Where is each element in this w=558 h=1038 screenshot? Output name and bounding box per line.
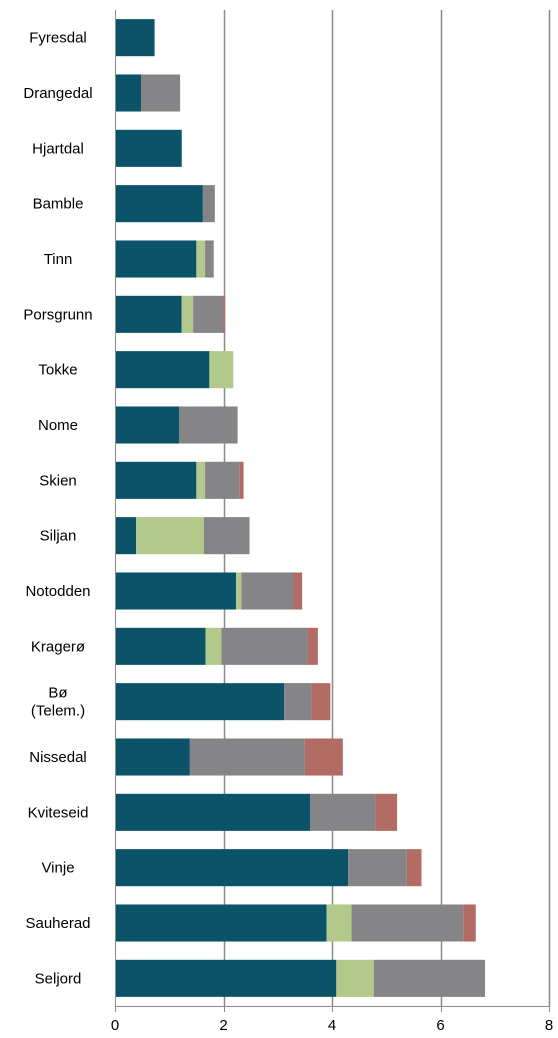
category-label-line: Nissedal <box>29 749 87 766</box>
bar-segment <box>196 461 206 499</box>
bar-segment <box>115 738 190 776</box>
bar-segment <box>115 461 197 499</box>
bar-segment <box>310 793 376 831</box>
category-label: Vinje <box>41 860 74 877</box>
category-label-line: Porsgrunn <box>23 306 92 323</box>
bar-segment <box>311 683 331 721</box>
category-label-line: Bø <box>48 685 67 702</box>
bar-segment <box>406 849 422 887</box>
bar-segment <box>223 295 226 333</box>
bar-segment <box>304 738 343 776</box>
category-label: Notodden <box>25 583 90 600</box>
bar-segment <box>115 129 182 167</box>
category-label: Siljan <box>40 528 77 545</box>
bar-segment <box>115 240 197 278</box>
bar-segment <box>115 295 182 333</box>
x-axis: 0 2 4 6 8 <box>111 10 553 1034</box>
x-tick-label: 0 <box>111 1017 119 1034</box>
bar-segment <box>115 74 142 112</box>
bar-segment <box>284 683 312 721</box>
bars <box>115 19 485 997</box>
category-label: Tinn <box>44 251 73 268</box>
category-label: Nome <box>38 417 78 434</box>
bar-segment <box>205 627 222 665</box>
bar-segment <box>181 295 194 333</box>
category-label-line: Skien <box>39 472 77 489</box>
category-labels: Fyresdal Drangedal Hjartdal Bamble Tinn Porsg… <box>23 30 92 988</box>
x-tick-label: 4 <box>328 1017 336 1034</box>
category-label-line: Kviteseid <box>28 804 89 821</box>
category-label: Seljord <box>35 970 82 987</box>
category-label-line: Bamble <box>33 196 84 213</box>
x-tick-label: 6 <box>436 1017 444 1034</box>
bar-segment <box>375 793 398 831</box>
bar-segment <box>221 627 308 665</box>
bar-segment <box>189 738 305 776</box>
bar-segment <box>205 461 240 499</box>
category-label-line: Tokke <box>38 362 77 379</box>
bar-segment <box>203 517 250 555</box>
bar-segment <box>115 19 155 57</box>
bar-segment <box>115 185 203 223</box>
bar-segment <box>307 627 318 665</box>
category-label: Drangedal <box>23 85 92 102</box>
x-tick-label: 8 <box>545 1017 553 1034</box>
category-label-line: Drangedal <box>23 85 92 102</box>
bar-segment <box>241 572 294 610</box>
bar-segment <box>239 461 244 499</box>
bar-segment <box>115 517 137 555</box>
bar-segment <box>196 240 206 278</box>
category-label-line: Seljord <box>35 970 82 987</box>
bar-segment <box>293 572 303 610</box>
category-label: Kviteseid <box>28 804 89 821</box>
bar-segment <box>136 517 204 555</box>
category-label: Tokke <box>38 362 77 379</box>
bar-segment <box>373 959 485 997</box>
bar-segment <box>115 627 206 665</box>
category-label-line: Tinn <box>44 251 73 268</box>
bar-segment <box>115 849 349 887</box>
bar-segment <box>115 572 236 610</box>
category-label-line: Notodden <box>25 583 90 600</box>
bar-segment <box>336 959 374 997</box>
bar-segment <box>115 406 180 444</box>
category-label-line: Vinje <box>41 860 74 877</box>
category-label-line: Fyresdal <box>29 30 87 47</box>
category-label: Bø (Telem.) <box>31 685 85 720</box>
bar-segment <box>205 240 214 278</box>
category-label-line: Siljan <box>40 528 77 545</box>
category-label: Hjartdal <box>32 140 84 157</box>
bar-segment <box>141 74 181 112</box>
category-label-line: Hjartdal <box>32 140 84 157</box>
bar-segment <box>179 406 238 444</box>
category-label-line: (Telem.) <box>31 703 85 720</box>
category-label: Sauherad <box>25 915 90 932</box>
category-label-line: Sauherad <box>25 915 90 932</box>
bar-segment <box>326 904 352 942</box>
bar-segment <box>351 904 464 942</box>
bar-segment <box>235 572 242 610</box>
category-label: Porsgrunn <box>23 306 92 323</box>
bar-segment <box>115 351 210 389</box>
category-label-line: Kragerø <box>31 638 85 655</box>
bar-segment <box>202 185 215 223</box>
bar-segment <box>463 904 476 942</box>
category-label: Fyresdal <box>29 30 87 47</box>
bar-segment <box>115 904 327 942</box>
category-label: Bamble <box>33 196 84 213</box>
bar-segment <box>193 295 224 333</box>
category-label: Nissedal <box>29 749 87 766</box>
bar-segment <box>115 793 311 831</box>
category-label: Kragerø <box>31 638 85 655</box>
bar-segment <box>115 683 285 721</box>
x-tick-label: 2 <box>219 1017 227 1034</box>
category-label: Skien <box>39 472 77 489</box>
bar-segment <box>115 959 337 997</box>
bar-segment <box>209 351 234 389</box>
category-label-line: Nome <box>38 417 78 434</box>
bar-segment <box>348 849 407 887</box>
gridlines <box>223 10 551 1006</box>
